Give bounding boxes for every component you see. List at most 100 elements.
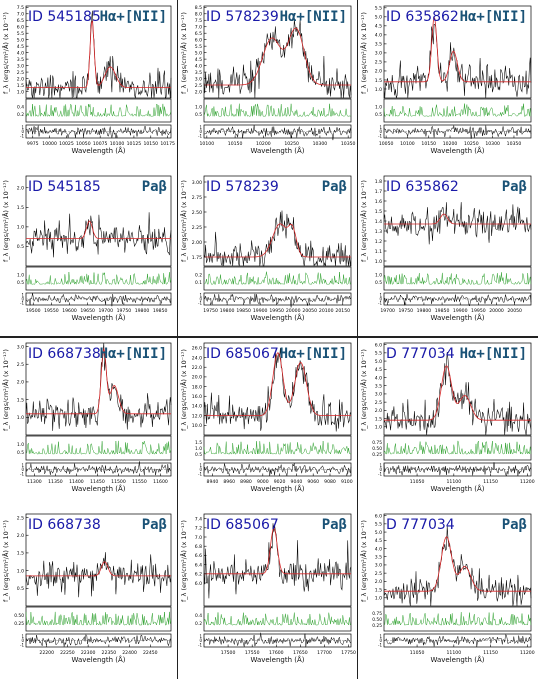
- emission-line-label: Hα+[NII]: [99, 9, 167, 25]
- x-tick-label: 19850: [435, 308, 450, 314]
- error-tick-label: 0.25: [372, 623, 382, 629]
- spectrum-data-line: [383, 24, 532, 99]
- y-tick-label: 1.4: [375, 219, 382, 225]
- y-tick-label: 3.5: [375, 384, 382, 390]
- x-tick-label: 10250: [464, 141, 479, 147]
- spectrum-panel-9: 1.0 1.5 2.0 2.5 3.0 3.5 4.0 4.5 5.0 5.5 6.0 0.75 0.5…: [358, 337, 538, 508]
- y-tick-label: 1.0: [17, 225, 24, 231]
- y-tick-label: 3.0: [375, 563, 382, 569]
- x-tick-label: 20100: [319, 308, 334, 314]
- y-tick-label: 2.0: [17, 186, 24, 192]
- x-tick-label: 20050: [302, 308, 317, 314]
- y-axis-label: f_λ (ergs/cm²/Å) (x 10⁻¹⁷): [2, 349, 10, 431]
- residual-tick-label: -1: [378, 133, 382, 138]
- error-spectrum-line: [383, 612, 532, 626]
- error-tick-label: 0.5: [17, 280, 24, 286]
- residual-line: [203, 125, 352, 141]
- error-axes-frame: [203, 606, 352, 632]
- object-id-label: ID 545185: [28, 9, 101, 25]
- y-tick-label: 2.5: [375, 571, 382, 577]
- y-tick-label: 2.75: [192, 195, 202, 201]
- residual-line: [25, 461, 172, 476]
- y-tick-label: 2.5: [375, 60, 382, 66]
- x-axis-label: Wavelength (Å): [250, 656, 305, 664]
- x-tick-label: 19750: [398, 308, 413, 314]
- y-tick-label: 1.0: [375, 259, 382, 265]
- x-tick-label: 10075: [93, 141, 108, 147]
- model-fit-line: [26, 220, 171, 239]
- y-tick-label: 7.4: [195, 516, 202, 522]
- y-tick-label: 2.5: [17, 515, 24, 521]
- horizontal-divider-middle: [0, 336, 538, 338]
- main-axes-frame: [203, 342, 352, 436]
- x-tick-label: 11200: [520, 650, 535, 656]
- error-tick-label: 1.0: [195, 104, 202, 110]
- residual-tick-label: 0: [21, 638, 24, 643]
- residual-tick-label: -1: [20, 471, 24, 476]
- y-tick-label: 6.5: [195, 31, 202, 37]
- residual-line: [203, 463, 352, 477]
- spectrum-plot-svg: 2.02.53.03.54.04.55.05.56.06.57.07.58.08…: [195, 5, 356, 147]
- spectrum-plot-svg: 6.0 6.2 6.4 6.6 6.8 7.0 7.2 7.4 0.4 0.2 10-1 17500 1…: [195, 513, 356, 656]
- x-tick-label: 19500: [26, 308, 41, 314]
- emission-line-label: Paβ: [141, 179, 167, 195]
- residual-tick-label: 0: [379, 638, 382, 643]
- x-tick-label: 9080: [324, 479, 336, 485]
- error-tick-label: 0.5: [375, 112, 382, 118]
- spectrum-panel-5: 1.75 2.00 2.25 2.50 2.75 3.00 0.2 0.1 1 0 -1 19750 1…: [178, 170, 358, 337]
- residual-tick-label: -1: [198, 301, 202, 306]
- spectrum-panel-2: 2.0 2.5 3.0 3.5 4.0 4.5 5.0 5.5 6.0 6.5 7.0 7.5 8.0 8…: [178, 0, 358, 170]
- x-tick-label: 11450: [90, 479, 105, 485]
- spectrum-data-line: [203, 210, 352, 267]
- x-tick-label: 17600: [269, 650, 284, 656]
- x-tick-label: 10150: [143, 141, 158, 147]
- object-id-label: ID 635862: [386, 179, 459, 195]
- x-tick-label: 22300: [81, 650, 96, 656]
- error-tick-label: 1.0: [195, 446, 202, 452]
- error-spectrum-line: [383, 103, 532, 118]
- y-tick-label: 2.25: [192, 225, 202, 231]
- x-tick-label: 19750: [117, 308, 132, 314]
- spectrum-panel-8: 10.0 12.0 14.0 16.0 18.0 20.0 22.0 24.0 26.0 1.5 1…: [178, 337, 358, 508]
- y-tick-label: 5.5: [375, 351, 382, 357]
- residual-tick-label: 1: [199, 125, 202, 130]
- error-spectrum-line: [25, 103, 172, 118]
- residual-tick-label: -1: [198, 471, 202, 476]
- residual-tick-label: 1: [21, 634, 24, 639]
- y-axis-label: f_λ (ergs/cm²/Å) (x 10⁻¹⁷): [180, 349, 188, 431]
- y-tick-label: 2.0: [375, 69, 382, 75]
- residual-tick-label: 1: [379, 463, 382, 468]
- residual-tick-label: 1: [199, 634, 202, 639]
- error-tick-label: 0.2: [17, 112, 24, 118]
- y-tick-label: 1.0: [17, 568, 24, 574]
- y-tick-label: 2.5: [195, 83, 202, 89]
- y-tick-label: 7.0: [195, 25, 202, 31]
- x-tick-label: 20050: [507, 308, 522, 314]
- x-tick-label: 8980: [240, 479, 252, 485]
- y-tick-label: 5.5: [375, 6, 382, 12]
- x-tick-label: 10100: [110, 141, 125, 147]
- error-tick-label: 1.0: [17, 442, 24, 448]
- error-spectrum-line: [383, 272, 532, 286]
- spectrum-plot-svg: 1.01.52.02.53.03.54.04.55.05.56.06.57.07…: [17, 5, 175, 147]
- x-tick-label: 20000: [489, 308, 504, 314]
- x-axis-label: Wavelength (Å): [430, 485, 485, 493]
- y-tick-label: 5.5: [375, 522, 382, 528]
- y-tick-label: 14.0: [192, 404, 202, 410]
- x-tick-label: 19950: [471, 308, 486, 314]
- residual-tick-label: 0: [379, 297, 382, 302]
- x-axis-label: Wavelength (Å): [430, 314, 485, 322]
- y-tick-label: 8.5: [195, 5, 202, 11]
- x-tick-label: 19700: [380, 308, 395, 314]
- residual-tick-label: 0: [21, 129, 24, 134]
- y-tick-label: 2.0: [375, 579, 382, 585]
- spectrum-data-line: [383, 202, 532, 245]
- y-tick-label: 5.0: [375, 530, 382, 536]
- y-tick-label: 7.5: [17, 5, 24, 11]
- x-tick-label: 11550: [132, 479, 147, 485]
- y-tick-label: 3.00: [192, 180, 202, 186]
- error-tick-label: 1.0: [375, 272, 382, 278]
- residual-tick-label: 0: [199, 297, 202, 302]
- y-tick-label: 4.0: [375, 546, 382, 552]
